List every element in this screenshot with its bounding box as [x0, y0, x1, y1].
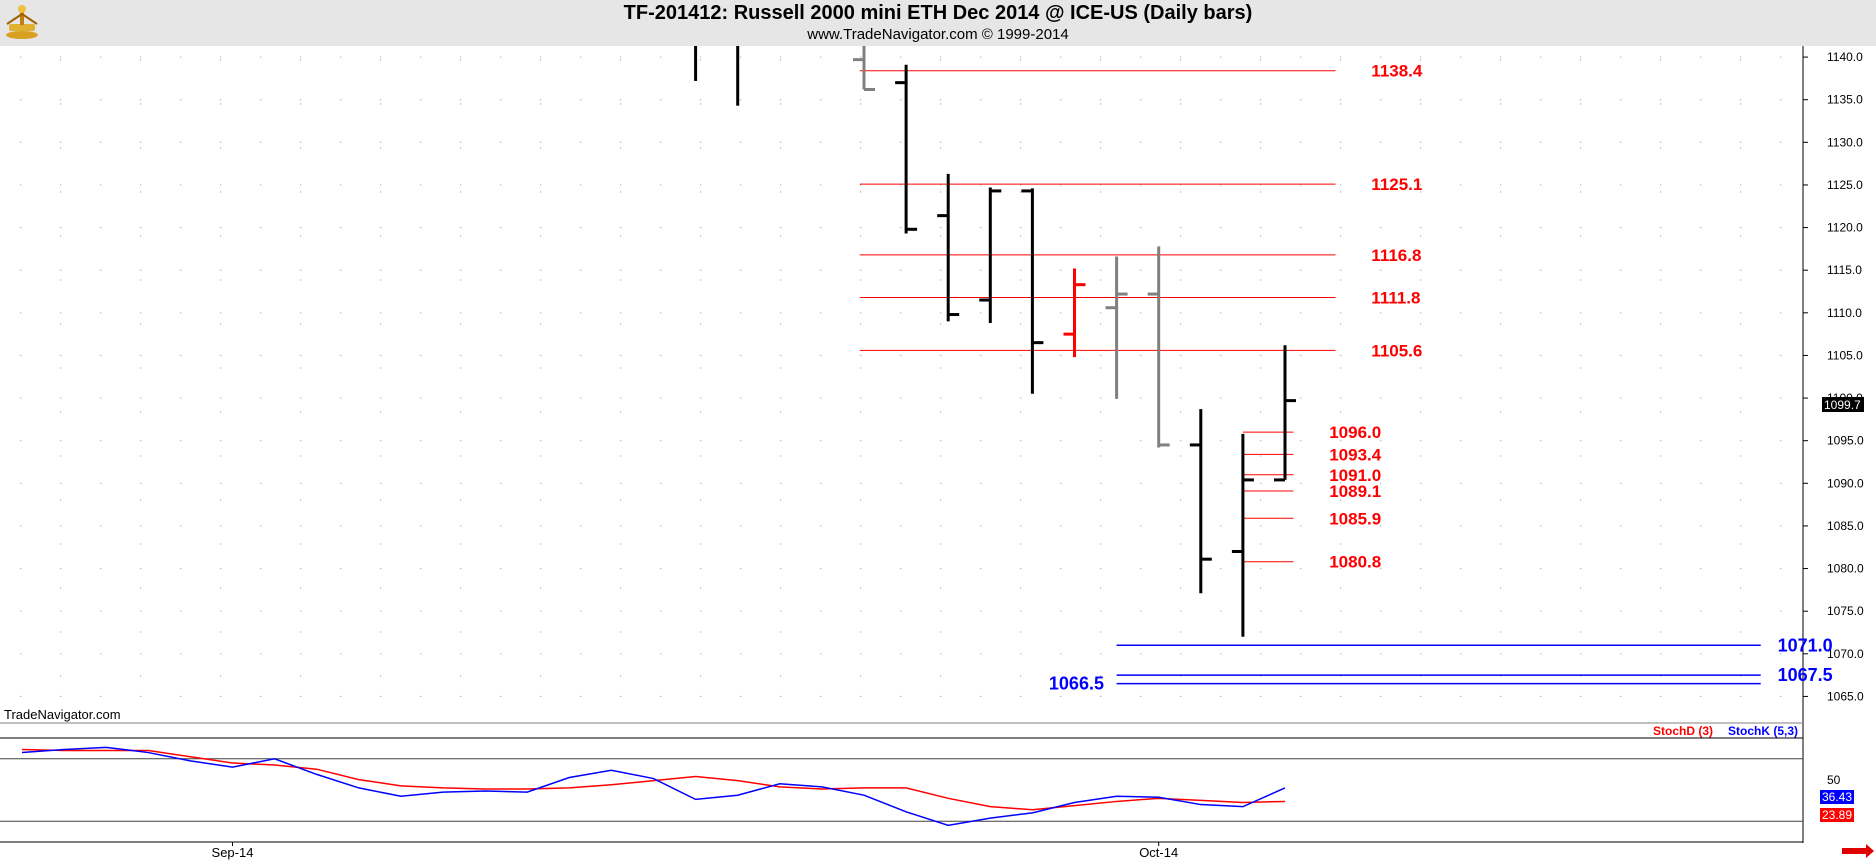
stochd-value-label: 23.89 — [1822, 808, 1852, 822]
price-tick-label: 1090.0 — [1827, 476, 1864, 490]
price-tick-label: 1110.0 — [1827, 306, 1862, 320]
level-label: 1067.5 — [1778, 665, 1833, 685]
watermark: TradeNavigator.com — [4, 707, 121, 722]
price-tick-label: 1095.0 — [1827, 434, 1864, 448]
x-tick-label: Oct-14 — [1139, 845, 1178, 860]
price-tick-label: 1070.0 — [1827, 647, 1864, 661]
level-label: 1085.9 — [1329, 509, 1381, 528]
level-label: 1125.1 — [1371, 175, 1422, 194]
stochk-value-badge — [1820, 790, 1854, 804]
price-axis: 1065.0 1070.0 1075.0 1080.0 1085.0 1090.0 1095… — [1803, 50, 1864, 703]
chart-header: TF-201412: Russell 2000 mini ETH Dec 201… — [0, 0, 1876, 46]
level-label: 1105.6 — [1371, 341, 1422, 360]
price-tick-label: 1105.0 — [1827, 348, 1863, 362]
legend-stochd: StochD (3) — [1653, 724, 1713, 738]
scroll-right-arrow-icon[interactable] — [1842, 844, 1874, 858]
level-label: 1138.4 — [1371, 62, 1423, 81]
last-price-badge — [1822, 397, 1864, 412]
stoch-series-line — [21, 748, 1286, 811]
level-label: 1093.4 — [1329, 445, 1382, 464]
fib-levels: 1138.4 1125.1 1116.8 1111.8 1105.6 1096.0 1093… — [859, 62, 1833, 694]
level-label: 1080.8 — [1329, 553, 1381, 572]
level-label: 1091.0 — [1329, 466, 1381, 485]
stochd-value-badge — [1820, 808, 1854, 822]
chart-subtitle: www.TradeNavigator.com © 1999-2014 — [807, 26, 1069, 43]
ohlc-bars — [694, 46, 1296, 637]
level-label: 1089.1 — [1329, 482, 1381, 501]
level-label: 1111.8 — [1371, 288, 1420, 307]
stoch-tick-50: 50 — [1827, 773, 1841, 787]
price-tick-label: 1115.0 — [1827, 263, 1862, 277]
grid-dot-pattern — [20, 56, 1782, 698]
price-tick-label: 1075.0 — [1827, 604, 1864, 618]
last-price-label: 1099.7 — [1824, 398, 1861, 412]
x-axis: Sep-14 Oct-14 — [212, 842, 1178, 860]
price-tick-label: 1065.0 — [1827, 689, 1864, 703]
level-label: 1066.5 — [1049, 674, 1104, 694]
stoch-series-line — [21, 746, 1286, 827]
level-label: 1096.0 — [1329, 423, 1381, 442]
x-tick-label: Sep-14 — [212, 845, 254, 860]
trade-navigator-logo-icon — [6, 5, 38, 39]
grid-dots — [20, 56, 1782, 698]
chart-title: TF-201412: Russell 2000 mini ETH Dec 201… — [623, 2, 1253, 24]
stochastic-pane — [0, 746, 1803, 827]
level-label: 1116.8 — [1371, 246, 1421, 265]
price-tick-label: 1125.0 — [1827, 178, 1863, 192]
price-tick-label: 1130.0 — [1827, 135, 1863, 149]
price-tick-label: 1140.0 — [1827, 50, 1863, 64]
stochk-value-label: 36.43 — [1822, 790, 1852, 804]
price-tick-label: 1135.0 — [1827, 93, 1863, 107]
price-tick-label: 1120.0 — [1827, 221, 1863, 235]
level-label: 1071.0 — [1778, 635, 1833, 655]
legend-stochk: StochK (5,3) — [1728, 724, 1798, 738]
price-tick-label: 1085.0 — [1827, 519, 1864, 533]
price-tick-label: 1080.0 — [1827, 562, 1864, 576]
